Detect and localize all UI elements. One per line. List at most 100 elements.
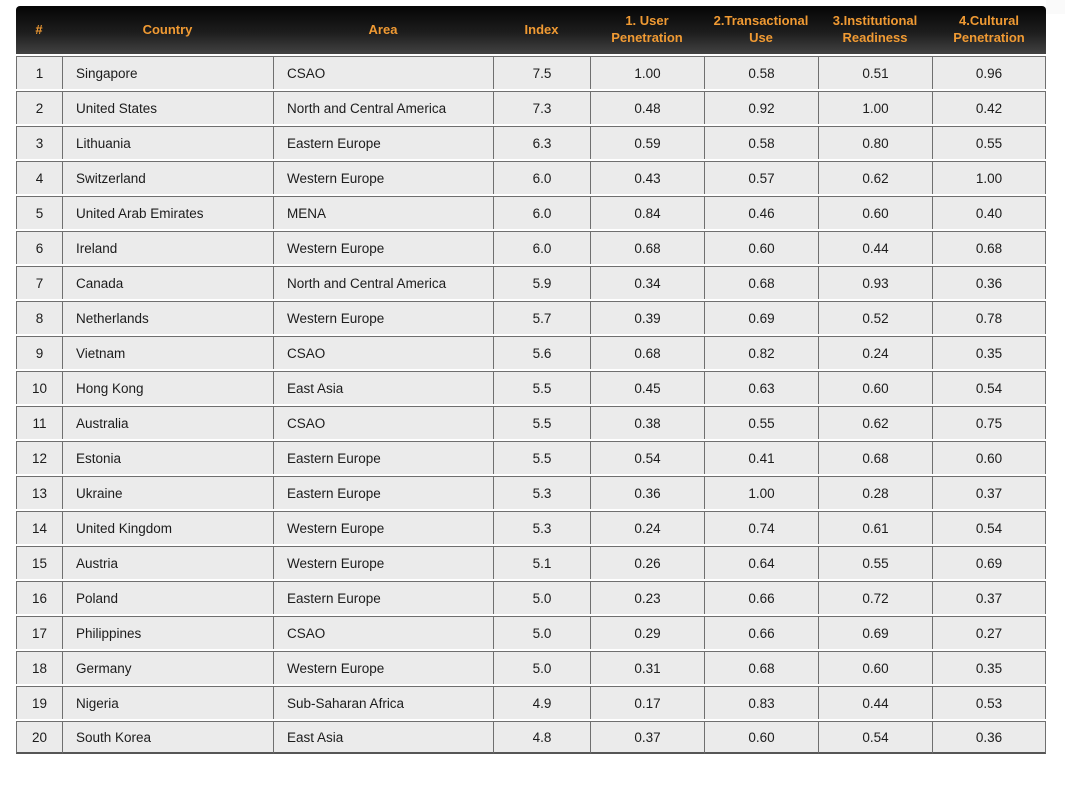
table-row: 6 Ireland Western Europe 6.0 0.68 0.60 0.44 0.6… [16, 231, 1046, 264]
cell-user-penetration: 0.24 [590, 511, 704, 544]
cell-cultural-penetration: 0.55 [932, 126, 1046, 159]
cell-index: 5.3 [493, 511, 590, 544]
cell-rank: 13 [16, 476, 62, 509]
cell-country: Hong Kong [62, 371, 273, 404]
cell-area: CSAO [273, 56, 493, 89]
cell-transactional-use: 0.68 [704, 266, 818, 299]
cell-cultural-penetration: 0.42 [932, 91, 1046, 124]
table-row: 10 Hong Kong East Asia 5.5 0.45 0.63 0.60 0.54 [16, 371, 1046, 404]
cell-cultural-penetration: 0.37 [932, 581, 1046, 614]
cell-user-penetration: 0.68 [590, 231, 704, 264]
scrollbar-remnant [1046, 0, 1065, 14]
cell-institutional-readiness: 0.51 [818, 56, 932, 89]
cell-institutional-readiness: 0.44 [818, 231, 932, 264]
cell-institutional-readiness: 0.52 [818, 301, 932, 334]
cell-country: Australia [62, 406, 273, 439]
cell-index: 5.1 [493, 546, 590, 579]
cell-cultural-penetration: 0.54 [932, 511, 1046, 544]
cell-institutional-readiness: 0.55 [818, 546, 932, 579]
column-header-transactional-use: 2.Transactional Use [704, 6, 818, 54]
cell-index: 5.5 [493, 406, 590, 439]
cell-rank: 14 [16, 511, 62, 544]
cell-country: Lithuania [62, 126, 273, 159]
cell-area: Eastern Europe [273, 126, 493, 159]
cell-area: CSAO [273, 406, 493, 439]
cell-institutional-readiness: 0.60 [818, 371, 932, 404]
cell-country: Estonia [62, 441, 273, 474]
cell-index: 6.0 [493, 231, 590, 264]
cell-transactional-use: 0.57 [704, 161, 818, 194]
table-row: 20 South Korea East Asia 4.8 0.37 0.60 0.54 0.3… [16, 721, 1046, 754]
ranking-table-container: # Country Area Index 1. User Penetration 2.Tr… [16, 4, 1046, 756]
cell-institutional-readiness: 0.44 [818, 686, 932, 719]
cell-institutional-readiness: 0.93 [818, 266, 932, 299]
table-header-row: # Country Area Index 1. User Penetration 2.Tr… [16, 6, 1046, 54]
cell-institutional-readiness: 0.61 [818, 511, 932, 544]
cell-rank: 20 [16, 721, 62, 754]
cell-index: 6.0 [493, 196, 590, 229]
cell-area: CSAO [273, 616, 493, 649]
cell-transactional-use: 0.64 [704, 546, 818, 579]
cell-user-penetration: 0.36 [590, 476, 704, 509]
cell-country: Vietnam [62, 336, 273, 369]
cell-cultural-penetration: 0.35 [932, 651, 1046, 684]
cell-country: Austria [62, 546, 273, 579]
cell-user-penetration: 0.84 [590, 196, 704, 229]
cell-cultural-penetration: 1.00 [932, 161, 1046, 194]
cell-country: South Korea [62, 721, 273, 754]
cell-index: 5.3 [493, 476, 590, 509]
column-header-institutional-readiness: 3.Institutional Readiness [818, 6, 932, 54]
cell-transactional-use: 0.58 [704, 126, 818, 159]
cell-institutional-readiness: 0.60 [818, 651, 932, 684]
cell-cultural-penetration: 0.54 [932, 371, 1046, 404]
cell-user-penetration: 0.26 [590, 546, 704, 579]
cell-area: Sub-Saharan Africa [273, 686, 493, 719]
cell-cultural-penetration: 0.40 [932, 196, 1046, 229]
cell-transactional-use: 0.58 [704, 56, 818, 89]
cell-cultural-penetration: 0.69 [932, 546, 1046, 579]
cell-rank: 2 [16, 91, 62, 124]
cell-area: North and Central America [273, 91, 493, 124]
column-header-area: Area [273, 6, 493, 54]
cell-country: Canada [62, 266, 273, 299]
cell-institutional-readiness: 0.62 [818, 161, 932, 194]
cell-cultural-penetration: 0.37 [932, 476, 1046, 509]
table-row: 15 Austria Western Europe 5.1 0.26 0.64 0.55 0.… [16, 546, 1046, 579]
cell-user-penetration: 0.17 [590, 686, 704, 719]
cell-country: Switzerland [62, 161, 273, 194]
cell-index: 4.9 [493, 686, 590, 719]
cell-transactional-use: 0.60 [704, 231, 818, 264]
cell-transactional-use: 1.00 [704, 476, 818, 509]
cell-user-penetration: 0.48 [590, 91, 704, 124]
table-row: 5 United Arab Emirates MENA 6.0 0.84 0.46 0.60… [16, 196, 1046, 229]
cell-institutional-readiness: 0.24 [818, 336, 932, 369]
cell-rank: 8 [16, 301, 62, 334]
cell-area: CSAO [273, 336, 493, 369]
table-row: 13 Ukraine Eastern Europe 5.3 0.36 1.00 0.28 0.… [16, 476, 1046, 509]
table-header: # Country Area Index 1. User Penetration 2.Tr… [16, 6, 1046, 54]
table-row: 14 United Kingdom Western Europe 5.3 0.24 0.7… [16, 511, 1046, 544]
cell-area: Western Europe [273, 651, 493, 684]
cell-transactional-use: 0.55 [704, 406, 818, 439]
cell-transactional-use: 0.74 [704, 511, 818, 544]
cell-cultural-penetration: 0.36 [932, 266, 1046, 299]
table-row: 12 Estonia Eastern Europe 5.5 0.54 0.41 0.68 0.… [16, 441, 1046, 474]
cell-area: Western Europe [273, 301, 493, 334]
cell-area: East Asia [273, 721, 493, 754]
cell-area: Western Europe [273, 161, 493, 194]
cell-rank: 17 [16, 616, 62, 649]
cell-institutional-readiness: 0.80 [818, 126, 932, 159]
cell-transactional-use: 0.41 [704, 441, 818, 474]
cell-user-penetration: 0.34 [590, 266, 704, 299]
cell-cultural-penetration: 0.68 [932, 231, 1046, 264]
cell-cultural-penetration: 0.35 [932, 336, 1046, 369]
cell-rank: 6 [16, 231, 62, 264]
cell-institutional-readiness: 0.62 [818, 406, 932, 439]
cell-index: 5.5 [493, 371, 590, 404]
cell-index: 5.6 [493, 336, 590, 369]
cell-country: Philippines [62, 616, 273, 649]
cell-rank: 16 [16, 581, 62, 614]
table-row: 16 Poland Eastern Europe 5.0 0.23 0.66 0.72 0.3… [16, 581, 1046, 614]
cell-rank: 15 [16, 546, 62, 579]
cell-area: North and Central America [273, 266, 493, 299]
